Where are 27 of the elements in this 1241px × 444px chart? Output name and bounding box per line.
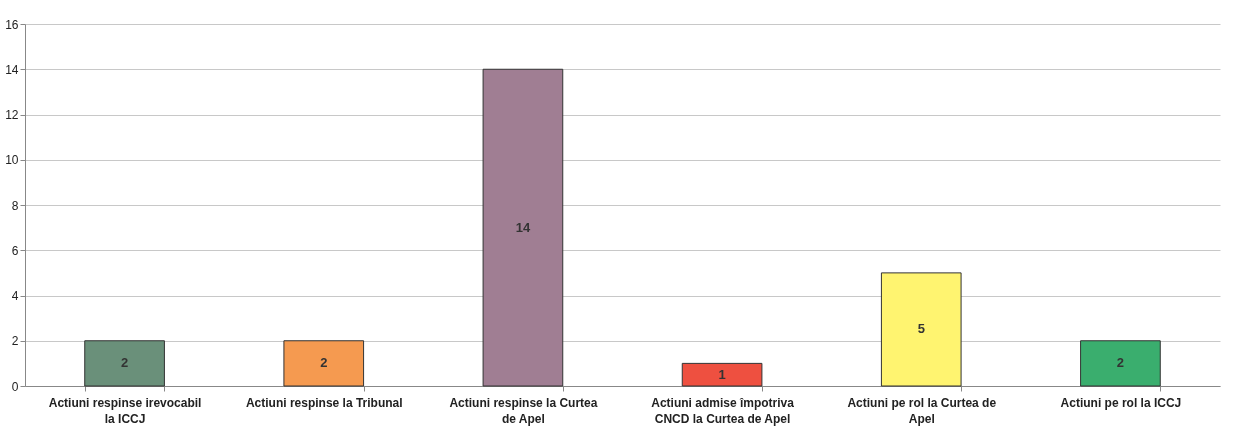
x-tick-label: Actiuni pe rol la Curtea de Apel xyxy=(847,395,997,426)
y-tick-label: 10 xyxy=(5,153,19,168)
x-tick-label: Actiuni admise împotriva CNCD la Curtea de Apel xyxy=(651,395,795,426)
y-tick-label: 6 xyxy=(11,243,19,258)
x-tick-label: Actiuni pe rol la ICCJ xyxy=(1060,395,1182,410)
x-tick-label: Actiuni respinse irevocabil la ICCJ xyxy=(48,395,202,426)
y-tick-label: 4 xyxy=(11,289,19,303)
x-tick-label: Actiuni respinse la Tribunal xyxy=(245,395,403,410)
data-label: 1 xyxy=(718,366,726,382)
bar xyxy=(482,68,564,387)
data-label: 2 xyxy=(320,355,328,371)
y-tick-label: 16 xyxy=(5,17,19,32)
x-tick-label: Actiuni respinse la Curtea de Apel xyxy=(449,395,598,426)
bar xyxy=(283,340,365,387)
data-label: 2 xyxy=(120,355,129,371)
bar xyxy=(1080,340,1161,387)
bar xyxy=(880,272,962,387)
y-tick-label: 2 xyxy=(11,334,19,349)
y-tick-label: 8 xyxy=(11,198,19,213)
bar xyxy=(681,362,763,387)
data-label: 5 xyxy=(917,321,925,337)
data-label: 2 xyxy=(1116,355,1125,371)
bar xyxy=(84,340,165,387)
data-label: 14 xyxy=(515,219,531,235)
y-tick-label: 14 xyxy=(5,62,19,77)
y-tick-label: 12 xyxy=(5,108,19,122)
y-tick-label: 0 xyxy=(11,379,19,394)
